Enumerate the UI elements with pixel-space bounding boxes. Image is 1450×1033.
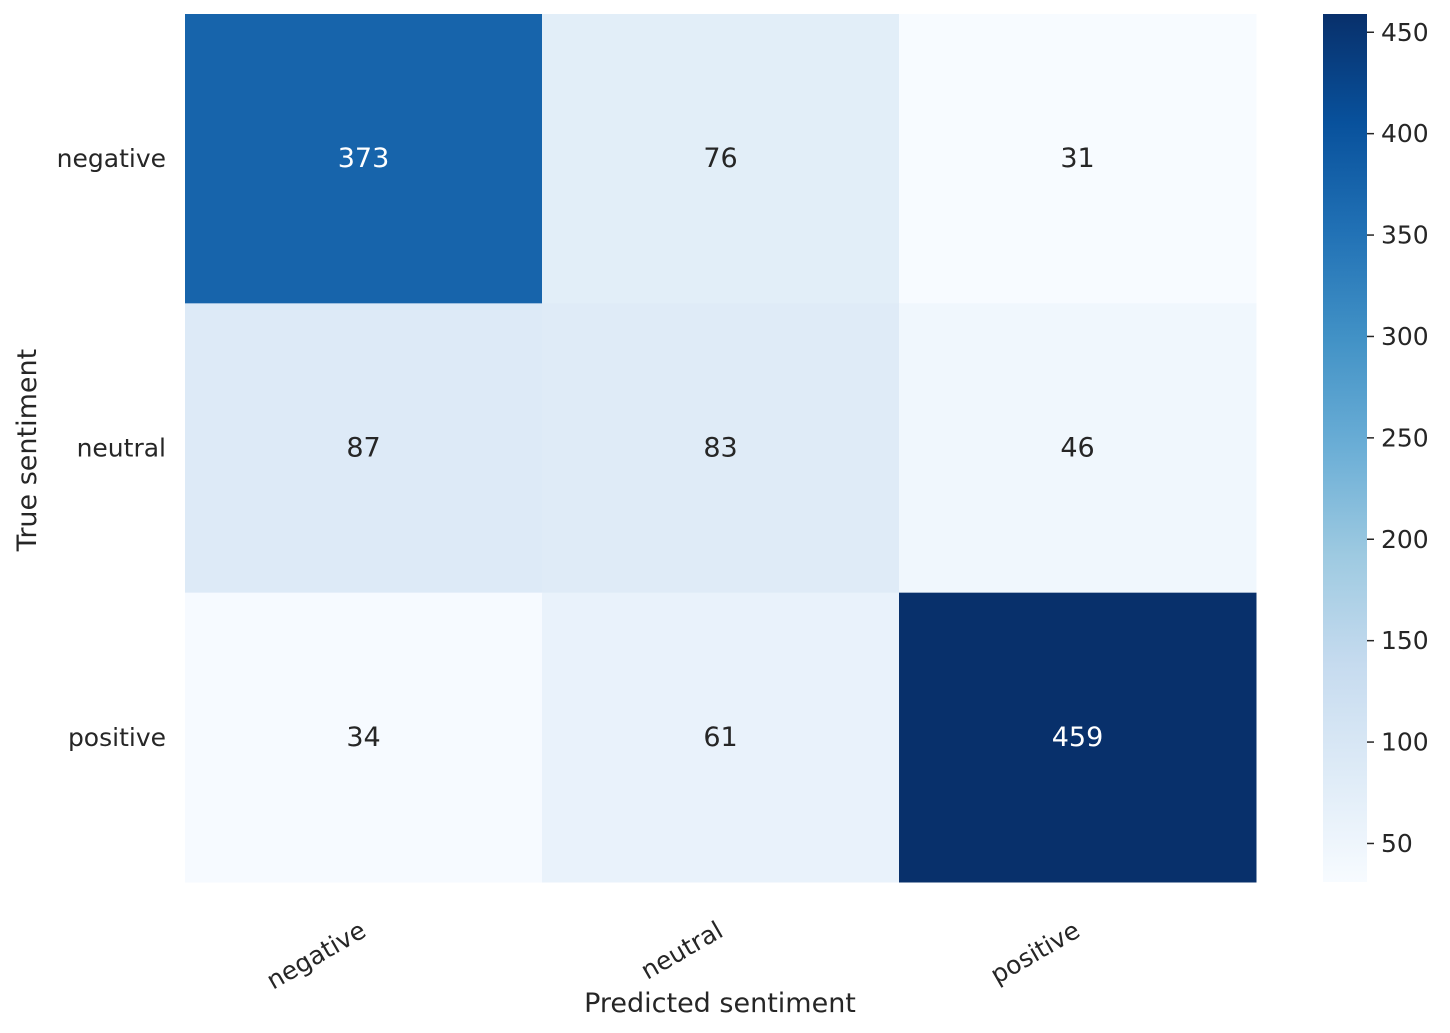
y-axis-label: True sentiment	[12, 349, 43, 552]
cell-value-label: 46	[1060, 433, 1094, 464]
cell-value-label: 459	[1052, 722, 1104, 753]
x-tick-labels: negative neutral positive	[262, 915, 1085, 995]
y-tick-labels: negative neutral positive	[57, 144, 166, 752]
x-tick-label: neutral	[636, 915, 728, 985]
cell-value-label: 373	[338, 143, 390, 174]
heatmap-cell	[899, 303, 1257, 594]
y-tick-label: positive	[68, 723, 166, 752]
colorbar-tick-label: 200	[1381, 525, 1429, 554]
x-tick-label: negative	[262, 915, 371, 995]
heatmap-cells	[185, 14, 1257, 883]
cell-annotations: 373 76 31 87 83 46 34 61 459	[338, 143, 1104, 753]
colorbar: 50 100 150 200 250 300 350 400 450	[1323, 14, 1429, 882]
y-tick-label: neutral	[77, 434, 166, 463]
colorbar-tick-label: 450	[1381, 18, 1429, 47]
cell-value-label: 76	[703, 143, 737, 174]
heatmap-cell	[185, 14, 543, 304]
cell-value-label: 87	[346, 433, 380, 464]
heatmap-cell	[899, 592, 1257, 883]
heatmap-cell	[899, 14, 1257, 304]
cell-value-label: 61	[703, 722, 737, 753]
heatmap-cell	[542, 592, 900, 883]
colorbar-tick-label: 50	[1381, 829, 1413, 858]
colorbar-tick-label: 300	[1381, 322, 1429, 351]
x-tick-label: positive	[985, 915, 1084, 989]
x-axis-label: Predicted sentiment	[584, 988, 856, 1019]
y-tick-label: negative	[57, 144, 166, 173]
heatmap-cell	[185, 592, 543, 883]
colorbar-tick-label: 400	[1381, 119, 1429, 148]
colorbar-tick-label: 100	[1381, 728, 1429, 757]
colorbar-tick-label: 250	[1381, 423, 1429, 452]
colorbar-ticks: 50 100 150 200 250 300 350 400 450	[1367, 18, 1429, 858]
heatmap-cell	[185, 303, 543, 594]
heatmap-cell	[542, 303, 900, 594]
cell-value-label: 34	[346, 722, 380, 753]
colorbar-tick-label: 150	[1381, 626, 1429, 655]
heatmap-cell	[542, 14, 900, 304]
colorbar-tick-label: 350	[1381, 221, 1429, 250]
cell-value-label: 31	[1060, 143, 1094, 174]
cell-value-label: 83	[703, 433, 737, 464]
colorbar-gradient	[1323, 14, 1367, 882]
